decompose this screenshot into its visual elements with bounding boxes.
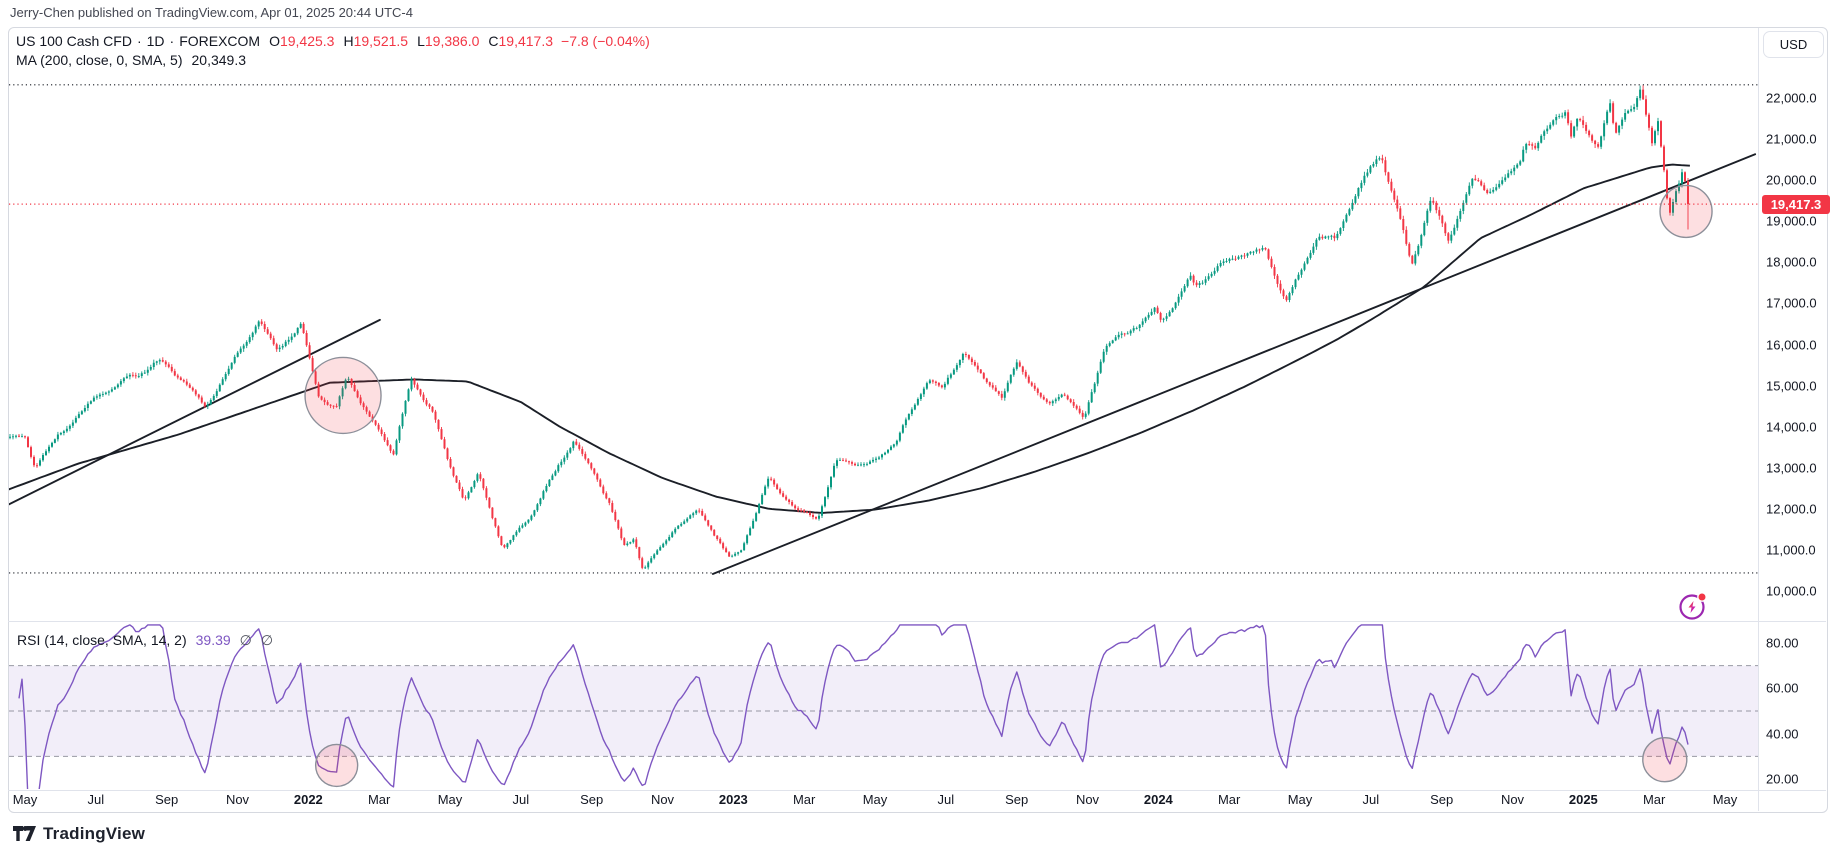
time-tick-label: Jul [1362, 792, 1380, 807]
time-tick-label: 2024 [1143, 792, 1173, 807]
price-change: −7.8 (−0.04%) [561, 33, 650, 49]
symbol-exchange: FOREXCOM [179, 33, 261, 49]
flash-icon[interactable] [1679, 592, 1707, 620]
time-tick-label: Jul [512, 792, 530, 807]
price-tick-label: 13,000.0 [1766, 460, 1817, 476]
time-tick-label: Nov [1500, 792, 1525, 807]
price-tick-label: 12,000.0 [1766, 501, 1817, 517]
rsi-legend[interactable]: RSI (14, close, SMA, 14, 2) 39.39 ∅ ∅ [17, 632, 273, 649]
symbol-legend[interactable]: US 100 Cash CFD · 1D · FOREXCOM O19,425.3 H19,… [16, 33, 650, 50]
time-tick-label: 2025 [1568, 792, 1598, 807]
symbol-interval: 1D [146, 33, 165, 49]
rsi-label: RSI (14, close, SMA, 14, 2) [17, 632, 187, 648]
time-tick-label: Sep [155, 792, 179, 807]
published-line: Jerry-Chen published on TradingView.com,… [10, 5, 413, 20]
ma-value: 20,349.3 [191, 52, 247, 68]
ohlc-l: L19,386.0 [417, 33, 480, 49]
time-tick-label: Sep [580, 792, 604, 807]
price-tick-label: 15,000.0 [1766, 378, 1817, 394]
rsi-value: 39.39 [195, 632, 231, 648]
ma-legend[interactable]: MA (200, close, 0, SMA, 5) 20,349.3 [16, 52, 246, 68]
time-tick-label: Mar [367, 792, 391, 807]
ohlc-h: H19,521.5 [343, 33, 409, 49]
price-tick-label: 17,000.0 [1766, 295, 1817, 311]
rsi-tick-label: 40.00 [1766, 726, 1799, 742]
chart-widget [8, 27, 1828, 813]
tradingview-logo-icon [13, 826, 36, 842]
ohlc-o: O19,425.3 [269, 33, 335, 49]
symbol-title: US 100 Cash CFD [16, 33, 132, 49]
time-tick-label: May [1287, 792, 1313, 807]
time-tick-label: Mar [1217, 792, 1241, 807]
price-tick-label: 22,000.0 [1766, 90, 1817, 106]
time-tick-label: 2022 [293, 792, 323, 807]
rsi-empty-value: ∅ [239, 632, 252, 648]
price-tick-label: 16,000.0 [1766, 337, 1817, 352]
time-tick-label: Jul [87, 792, 105, 807]
time-tick-label: May [1712, 792, 1738, 807]
time-tick-label: Jul [937, 792, 955, 807]
time-tick-label: Nov [650, 792, 675, 807]
time-tick-label: May [437, 792, 463, 807]
time-tick-label: 2023 [718, 792, 748, 807]
price-tick-label: 11,000.0 [1766, 542, 1816, 558]
legend-separator: · [136, 33, 142, 49]
tradingview-logo-text: TradingView [43, 824, 146, 843]
price-tick-label: 10,000.0 [1766, 583, 1817, 599]
time-tick-label: Mar [792, 792, 816, 807]
ohlc-c: C19,417.3 [488, 33, 554, 49]
price-tick-label: 19,000.0 [1766, 213, 1817, 229]
time-tick-label: Nov [225, 792, 250, 807]
tradingview-logo[interactable]: TradingView [13, 824, 145, 844]
price-tick-label: 18,000.0 [1766, 254, 1817, 270]
price-tick-label: 21,000.0 [1766, 131, 1817, 147]
rsi-empty-value: ∅ [260, 632, 274, 648]
time-tick-label: Mar [1642, 792, 1666, 807]
time-tick-label: Nov [1075, 792, 1100, 807]
price-tick-label: 20,000.0 [1766, 172, 1817, 188]
legend-separator: · [169, 33, 175, 49]
time-tick-label: May [862, 792, 888, 807]
price-tick-label: 14,000.0 [1766, 419, 1817, 435]
ma-label: MA (200, close, 0, SMA, 5) [16, 52, 183, 68]
rsi-tick-label: 80.00 [1766, 635, 1799, 651]
rsi-tick-label: 20.00 [1766, 771, 1799, 787]
time-tick-label: May [12, 792, 38, 807]
rsi-tick-label: 60.00 [1766, 680, 1799, 696]
time-tick-label: Sep [1430, 792, 1454, 807]
time-tick-label: Sep [1005, 792, 1029, 807]
last-price-label: 19,417.3 [1762, 194, 1830, 214]
currency-button[interactable]: USD [1763, 31, 1824, 58]
